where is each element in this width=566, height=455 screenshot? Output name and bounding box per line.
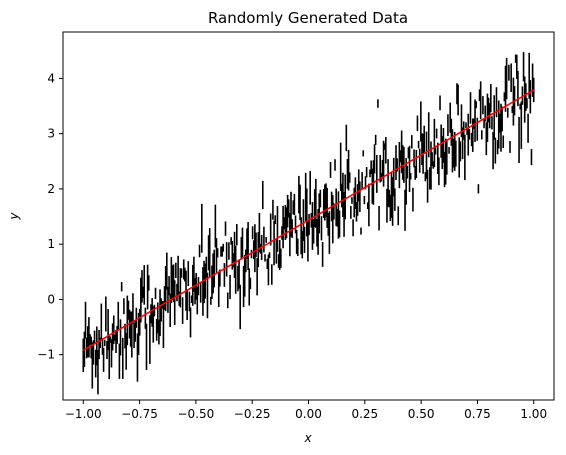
x-tick-label: 0.25: [351, 407, 378, 421]
x-tick-label: −0.25: [234, 407, 271, 421]
y-tick-label: 2: [47, 182, 55, 196]
y-tick-label: 4: [47, 71, 55, 85]
y-tick-label: 1: [47, 237, 55, 251]
x-tick-label: −0.50: [177, 407, 214, 421]
x-tick-label: 0.00: [295, 407, 322, 421]
data-segments: [82, 51, 535, 395]
y-tick-label: −1: [37, 348, 55, 362]
fit-line: [82, 89, 535, 351]
x-axis: −1.00 −0.75 −0.50 −0.25 0.00 0.25 0.50 0.75 1.00: [65, 400, 547, 421]
x-tick-label: 0.75: [464, 407, 491, 421]
x-tick-label: −1.00: [65, 407, 102, 421]
y-axis-label: y: [7, 212, 21, 221]
y-axis: −1 0 1 2 3 4: [37, 71, 63, 362]
y-tick-label: 3: [47, 127, 55, 141]
x-tick-label: −0.75: [121, 407, 158, 421]
x-axis-label: x: [303, 431, 312, 445]
x-tick-label: 0.50: [408, 407, 435, 421]
chart-title: Randomly Generated Data: [208, 9, 408, 27]
x-tick-label: 1.00: [520, 407, 547, 421]
fit-line-group: [82, 89, 535, 351]
y-tick-label: 0: [47, 292, 55, 306]
